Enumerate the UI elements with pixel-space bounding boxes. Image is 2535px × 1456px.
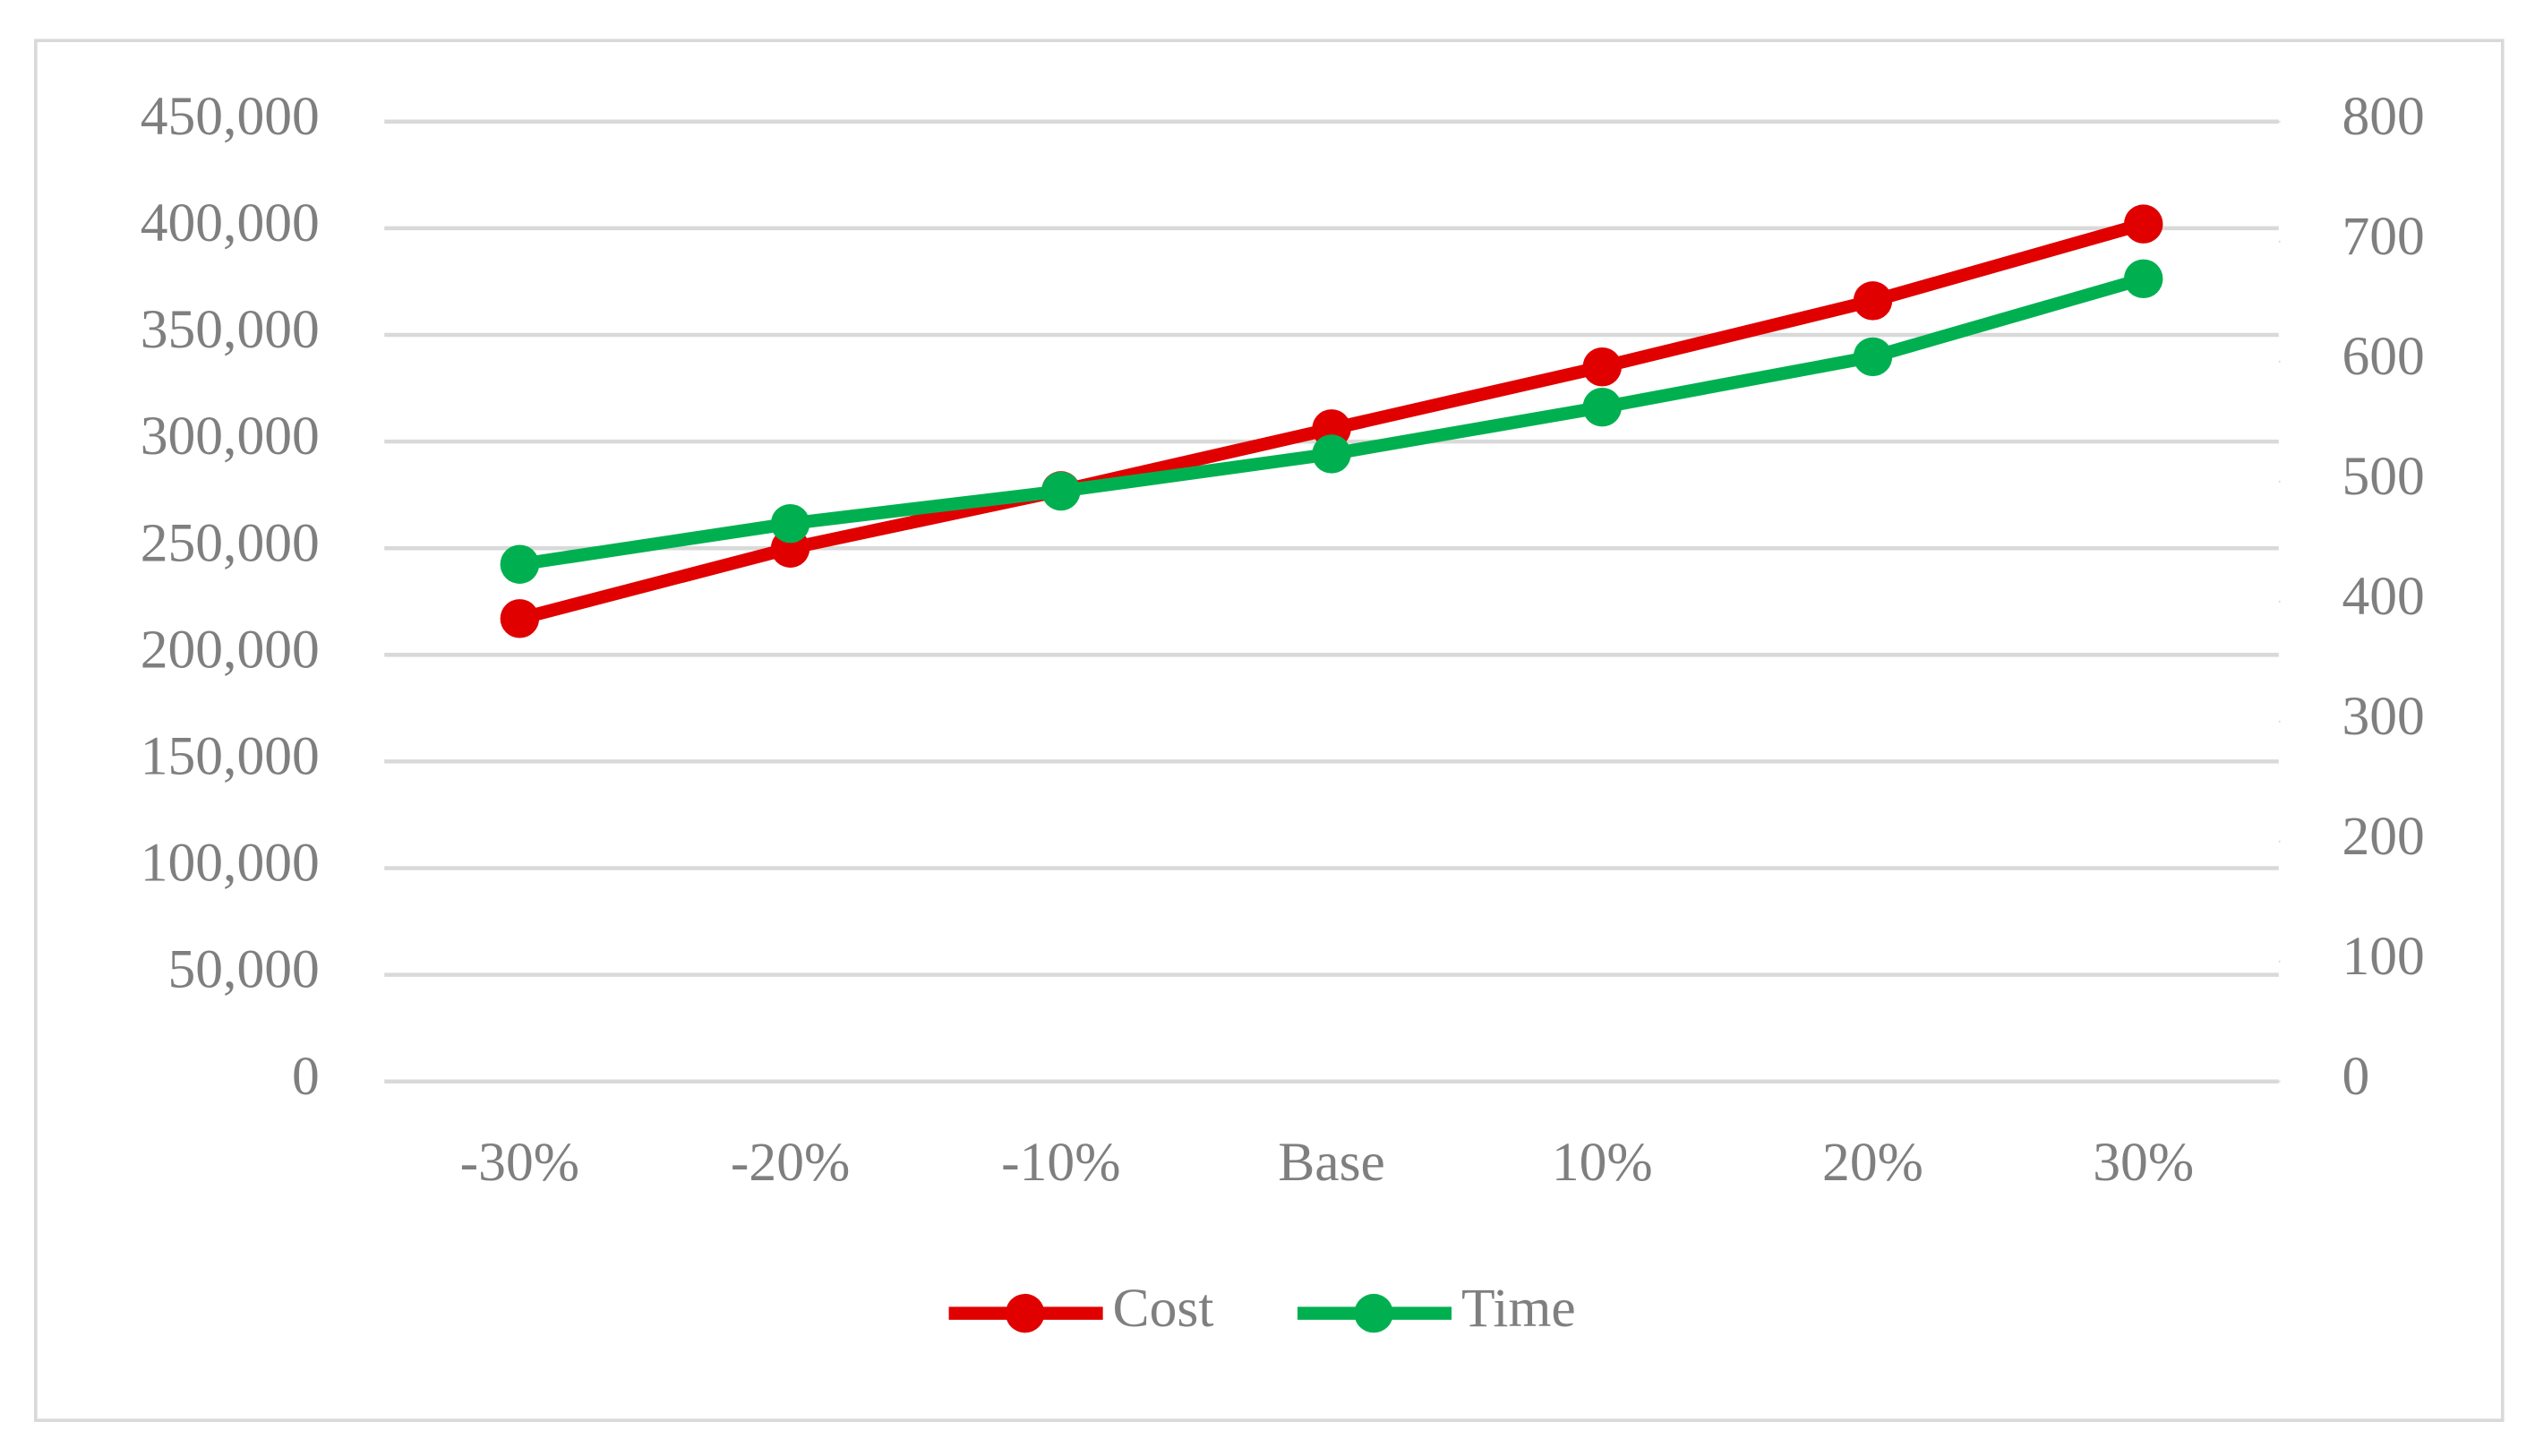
x-tick-label: -20%	[731, 1132, 850, 1193]
x-tick-label: 30%	[2093, 1132, 2194, 1193]
point-marker	[500, 544, 540, 584]
y-tick-label: 50,000	[167, 939, 319, 1000]
legend-label: Time	[1461, 1278, 1576, 1339]
y-tick-label: 450,000	[141, 86, 320, 147]
y-tick-label: 300,000	[141, 406, 320, 467]
y-tick-label: 350,000	[141, 299, 320, 360]
x-tick-label: 20%	[1822, 1132, 1923, 1193]
y-tick-label: 100,000	[141, 833, 320, 894]
point-marker	[500, 599, 540, 638]
x-tick-label: 10%	[1552, 1132, 1653, 1193]
point-marker	[1853, 281, 1893, 321]
legend-label: Cost	[1113, 1278, 1214, 1339]
y-tick-label: 250,000	[141, 512, 320, 573]
y2-tick-label: 500	[2342, 446, 2424, 507]
point-marker	[1041, 471, 1081, 511]
x-tick-label: Base	[1278, 1132, 1385, 1193]
point-marker	[1853, 337, 1893, 377]
y2-tick-label: 600	[2342, 326, 2424, 387]
point-marker	[1582, 347, 1623, 387]
point-marker	[2123, 259, 2163, 299]
y2-tick-label: 200	[2342, 806, 2424, 867]
x-tick-label: -10%	[1001, 1132, 1120, 1193]
x-tick-label: -30%	[460, 1132, 579, 1193]
y2-tick-label: 400	[2342, 566, 2424, 627]
point-marker	[770, 503, 810, 544]
y2-tick-label: 700	[2342, 206, 2424, 267]
y-tick-label: 200,000	[141, 619, 320, 680]
chart-border	[34, 39, 2505, 1422]
point-marker	[1312, 434, 1351, 474]
legend-marker	[1005, 1293, 1045, 1333]
legend-marker	[1354, 1293, 1393, 1333]
y-tick-label: 150,000	[141, 726, 320, 787]
y2-tick-label: 0	[2342, 1046, 2369, 1107]
y-tick-label: 0	[292, 1046, 320, 1107]
y2-tick-label: 100	[2342, 926, 2424, 987]
y2-tick-label: 300	[2342, 686, 2424, 747]
y-tick-label: 400,000	[141, 193, 320, 253]
point-marker	[1582, 387, 1623, 427]
y2-tick-label: 800	[2342, 86, 2424, 147]
point-marker	[2123, 204, 2163, 244]
